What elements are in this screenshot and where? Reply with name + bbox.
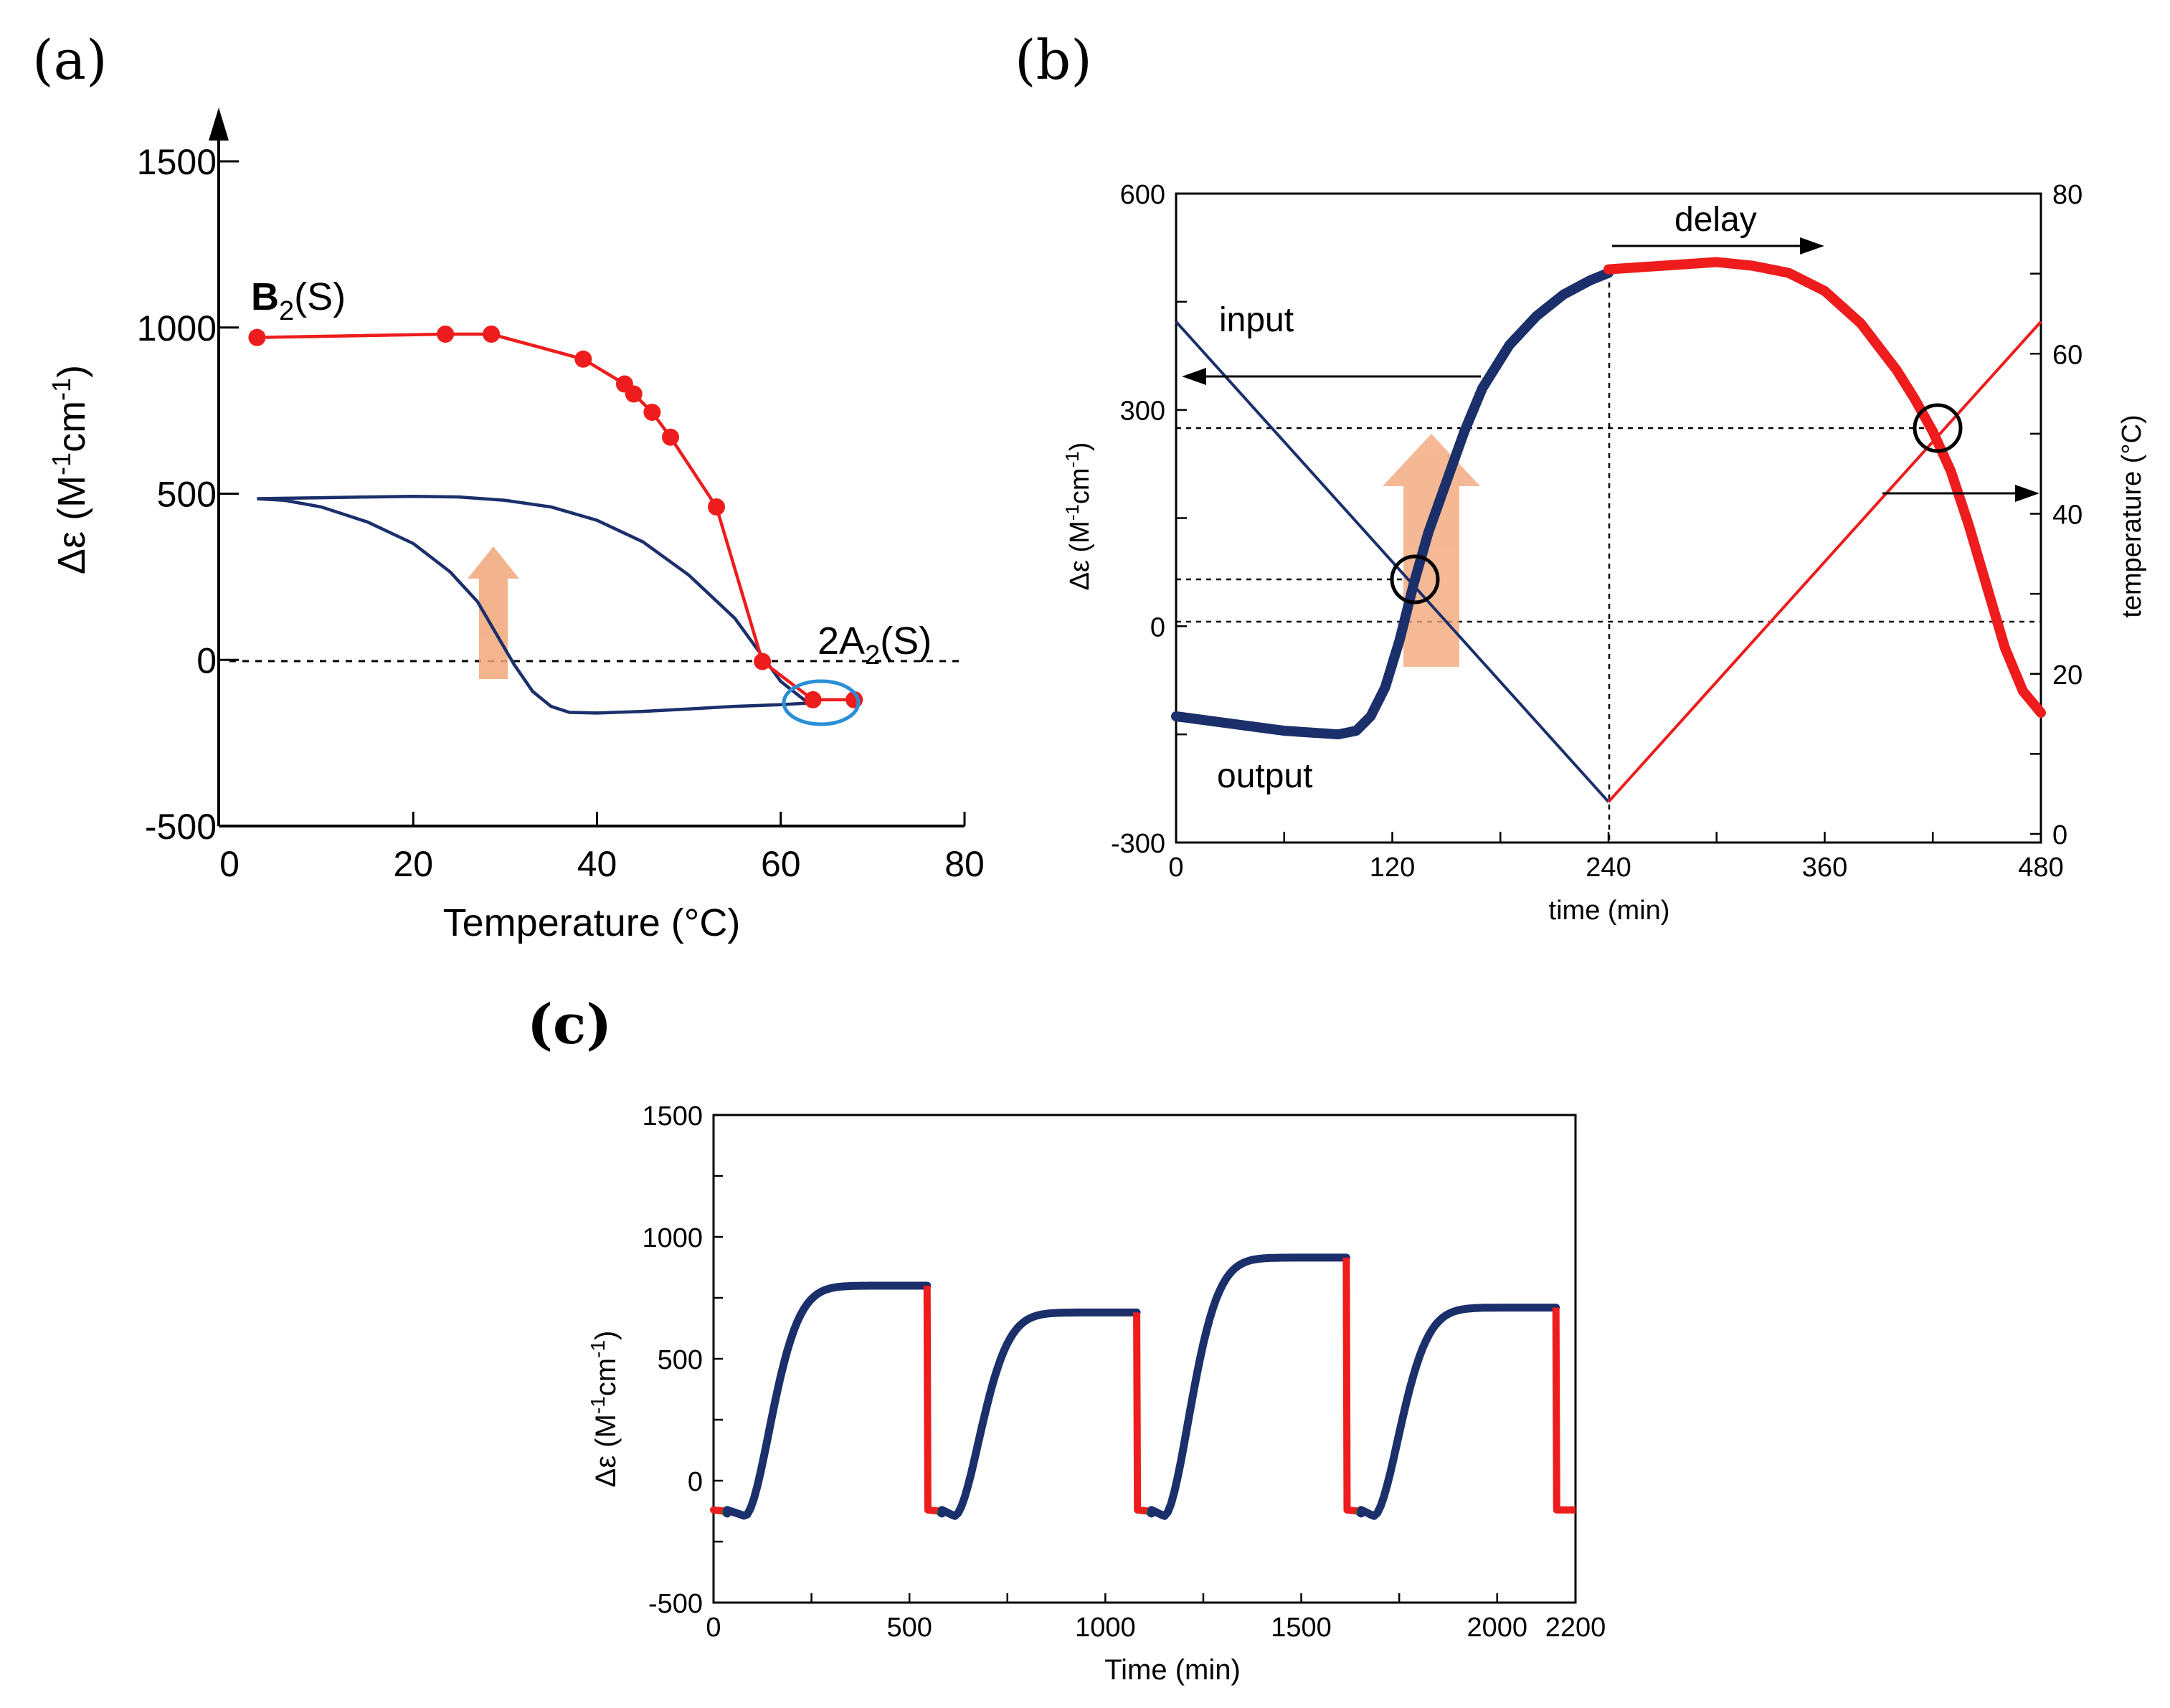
panel-c: (c) 0 500 1000 1500 2000 2200 -500 0 500…: [527, 992, 1606, 1686]
panel-b-delay-arrow-icon: [1612, 237, 1824, 255]
panel-a-b2-marker: [625, 385, 643, 403]
panel-c-xtick-label: 1500: [1271, 1613, 1332, 1643]
panel-b-y2tick-label: 40: [2052, 500, 2083, 531]
panel-c-y-axis-label: Δε (M-1cm-1): [587, 1331, 622, 1488]
panel-a-b2-line: [257, 332, 855, 702]
panel-b-ytick-label: 0: [1150, 612, 1165, 642]
panel-a-b2-markers: [248, 326, 863, 708]
panel-a-hysteresis-line: [257, 494, 813, 715]
panel-c-ytick-label: 0: [688, 1467, 703, 1497]
panel-b-input-annotation: input: [1219, 301, 1294, 339]
panel-c-ytick-label: 500: [658, 1345, 703, 1375]
panel-c-ytick-label: -500: [648, 1589, 703, 1619]
panel-a-b2-marker: [754, 653, 772, 670]
panel-a-xtick-label: 40: [577, 844, 617, 884]
panel-a-b2-marker: [804, 691, 822, 708]
panel-c-heating-drop: [923, 1285, 932, 1514]
panel-a-y-axis-label: Δε (M-1cm-1): [47, 365, 93, 574]
panel-a-label: (a): [32, 28, 108, 92]
panel-b-crossing-circle-heating: [1913, 403, 1963, 453]
panel-b-xtick-label: 0: [1168, 853, 1183, 883]
panel-b-input-heating-line: [1607, 321, 2042, 803]
panel-b-ytick-label: -300: [1111, 829, 1165, 859]
panel-a-ticks: [219, 160, 966, 827]
panel-c-label: (c): [527, 992, 612, 1056]
panel-a-xtick-label: 60: [761, 844, 801, 884]
panel-a-xtick-label: 20: [393, 844, 433, 884]
panel-c-cooling-curve: [1147, 1253, 1350, 1520]
panel-a-b2-marker: [437, 326, 455, 343]
panel-c-frame: [712, 1114, 1577, 1604]
panel-c-cooling-curve: [1357, 1304, 1560, 1520]
panel-c-ytick-label: 1000: [642, 1223, 703, 1253]
panel-a-b2-marker: [662, 428, 679, 446]
panel-c-xtick-label: 500: [886, 1613, 932, 1643]
panel-a-ytick-label: 1500: [137, 142, 217, 182]
panel-b: (b) 0 120 240 360 480 -300 0 300 600 0 2…: [1015, 28, 2147, 926]
panel-a-b2-marker: [574, 350, 592, 368]
panel-c-cooling-curve: [723, 1281, 932, 1520]
panel-b-ticks: [1175, 192, 2042, 844]
panel-a-axes: [209, 108, 965, 827]
panel-a-2a2-annotation: 2A2(S): [818, 620, 932, 670]
panel-b-ytick-label: 300: [1120, 397, 1165, 427]
panel-b-output-cooling-line: [1171, 267, 1614, 740]
panel-a-xtick-label: 0: [219, 844, 240, 884]
panel-a-b2-annotation: B2(S): [251, 275, 346, 326]
panel-a-b2-marker: [483, 326, 501, 343]
panel-a-ellipse-highlight: [782, 679, 861, 726]
panel-c-xtick-label: 2000: [1467, 1613, 1527, 1643]
panel-b-xtick-label: 360: [1802, 853, 1847, 883]
panel-b-temperature-arrow-icon: [1882, 485, 2039, 502]
panel-a-ytick-label: 0: [196, 640, 217, 680]
panel-b-xtick-label: 120: [1370, 853, 1415, 883]
panel-a-ytick-label: -500: [145, 807, 217, 847]
panel-b-output-heating-line: [1603, 257, 2046, 718]
panel-c-heating-drop: [1342, 1257, 1351, 1514]
panel-a: (a) 0 20 40 60 80 -500 0 500 1000 1500 T…: [32, 28, 985, 944]
panel-b-y2tick-label: 0: [2052, 820, 2067, 850]
panel-c-x-axis-label: Time (min): [1104, 1654, 1241, 1686]
panel-c-xtick-label: 1000: [1075, 1613, 1136, 1643]
panel-b-y2-axis-label: temperature (°C): [2117, 414, 2147, 617]
panel-b-y2tick-label: 20: [2052, 660, 2083, 691]
panel-b-input-cooling-line: [1175, 321, 1610, 803]
panel-c-heating-drop: [1133, 1312, 1142, 1514]
panel-a-ytick-label: 1000: [137, 308, 217, 348]
panel-b-xtick-label: 480: [2018, 853, 2063, 883]
panel-b-crossing-circle-cooling: [1390, 554, 1440, 604]
panel-c-cycles: [710, 1253, 1576, 1520]
panel-b-y-axis-label: Δε (M-1cm-1): [1061, 442, 1095, 591]
panel-c-ticks: [712, 1114, 1577, 1604]
panel-c-heating-drop: [1552, 1307, 1576, 1514]
panel-a-b2-marker: [708, 498, 726, 516]
panel-c-ytick-label: 1500: [642, 1101, 703, 1131]
panel-a-b2-marker: [643, 403, 661, 421]
panel-b-y2tick-label: 60: [2052, 340, 2083, 370]
panel-c-xtick-label: 0: [706, 1613, 721, 1643]
panel-b-label: (b): [1015, 28, 1092, 92]
panel-b-delay-annotation: delay: [1674, 201, 1757, 239]
panel-a-xtick-label: 80: [944, 844, 985, 884]
panel-a-b2-marker: [248, 328, 266, 346]
panel-c-cooling-curve: [938, 1308, 1141, 1520]
panel-b-x-axis-label: time (min): [1549, 896, 1670, 926]
panel-a-ytick-label: 500: [157, 475, 217, 515]
panel-a-x-axis-label: Temperature (°C): [443, 901, 741, 944]
panel-b-guide-lines: [1176, 272, 2041, 843]
panel-b-y2tick-label: 80: [2052, 180, 2083, 210]
panel-a-y-axis-arrowhead: [209, 108, 229, 141]
panel-c-xtick-label: 2200: [1545, 1613, 1606, 1643]
panel-b-input-arrow-icon: [1182, 368, 1481, 385]
panel-b-ytick-label: 600: [1120, 180, 1165, 210]
panel-b-output-annotation: output: [1217, 757, 1312, 795]
panel-b-xtick-label: 240: [1586, 853, 1631, 883]
